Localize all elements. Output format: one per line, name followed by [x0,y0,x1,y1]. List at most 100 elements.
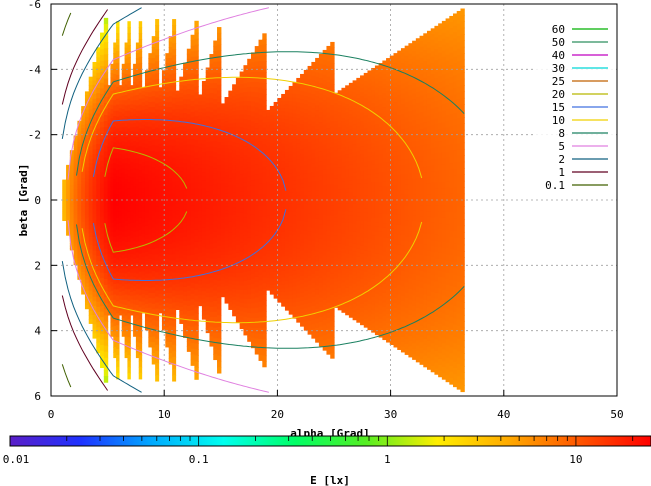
heatmap-cell [168,342,173,349]
heatmap-cell [130,238,134,243]
heatmap-cell [296,313,301,319]
heatmap-cell [84,301,90,306]
heatmap-cell [100,211,105,218]
heatmap-cell [168,172,173,179]
heatmap-cell [62,180,67,182]
heatmap-cell [77,197,82,201]
heatmap-cell [116,289,120,296]
heatmap-cell [224,251,229,256]
heatmap-cell [201,295,207,300]
heatmap-cell [69,158,75,161]
heatmap-cell [284,262,290,267]
heatmap-cell [281,192,286,198]
heatmap-cell [190,122,195,129]
heatmap-cell [262,66,267,73]
heatmap-cell [292,109,297,115]
heatmap-cell [118,115,123,121]
heatmap-cell [135,184,140,191]
heatmap-cell [269,284,275,289]
heatmap-cell [322,330,328,336]
heatmap-cell [179,101,184,107]
heatmap-cell [258,194,263,201]
heatmap-cell [337,218,343,223]
heatmap-cell [168,271,173,278]
heatmap-cell [209,238,214,245]
heatmap-cell [303,156,309,162]
heatmap-cell [96,200,101,206]
heatmap-cell [175,108,180,114]
heatmap-cell [220,158,226,162]
heatmap-cell [288,101,294,106]
heatmap-cell [113,331,117,338]
heatmap-cell [266,257,271,261]
heatmap-cell [258,98,263,105]
heatmap-cell [262,122,267,129]
heatmap-cell [118,268,123,274]
heatmap-cell [116,295,120,302]
heatmap-cell [352,239,357,245]
heatmap-cell [151,101,156,108]
heatmap-cell [213,184,218,190]
heatmap-cell [235,130,241,136]
heatmap-cell [292,314,297,319]
heatmap-cell [224,217,229,222]
heatmap-cell [194,134,199,141]
heatmap-cell [334,296,339,301]
heatmap-cell [73,187,79,190]
heatmap-cell [337,243,343,249]
heatmap-cell [235,269,241,274]
heatmap-cell [198,115,203,120]
heatmap-cell [158,87,163,92]
heatmap-cell [292,125,297,130]
heatmap-cell [322,260,328,266]
heatmap-cell [198,178,203,184]
heatmap-cell [113,63,117,70]
heatmap-cell [281,302,286,307]
heatmap-cell [141,233,146,239]
heatmap-cell [183,140,188,146]
heatmap-cell [194,176,199,183]
heatmap-cell [209,170,214,177]
heatmap-cell [322,134,328,141]
heatmap-cell [337,291,343,296]
heatmap-cell [183,204,188,210]
heatmap-cell [220,254,226,259]
heatmap-cell [288,169,294,174]
heatmap-cell [235,171,241,177]
heatmap-cell [124,74,129,80]
heatmap-cell [213,306,218,313]
heatmap-cell [81,275,86,279]
heatmap-cell [330,73,335,80]
heatmap-cell [138,56,143,64]
heatmap-cell [201,299,207,304]
heatmap-cell [318,311,324,318]
heatmap-cell [334,285,339,290]
heatmap-cell [121,327,126,333]
heatmap-cell [81,137,86,142]
heatmap-cell [135,236,140,243]
heatmap-cell [148,107,153,113]
heatmap-cell [307,65,312,72]
heatmap-cell [262,49,267,57]
heatmap-cell [118,203,123,209]
heatmap-cell [165,97,170,103]
heatmap-cell [110,204,114,210]
heatmap-cell [138,253,143,261]
heatmap-cell [198,224,203,229]
heatmap-cell [334,300,339,305]
heatmap-cell [62,185,67,187]
heatmap-cell [224,237,229,242]
heatmap-cell [165,146,170,152]
heatmap-cell [165,317,170,323]
heatmap-cell [205,244,211,250]
heatmap-cell [281,136,286,141]
heatmap-cell [151,232,156,239]
heatmap-cell [258,151,263,158]
heatmap-cell [190,293,195,300]
heatmap-cell [127,39,131,46]
heatmap-cell [88,175,94,181]
heatmap-cell [209,97,214,104]
heatmap-cell [228,203,233,208]
heatmap-cell [88,163,94,168]
heatmap-cell [352,84,357,89]
